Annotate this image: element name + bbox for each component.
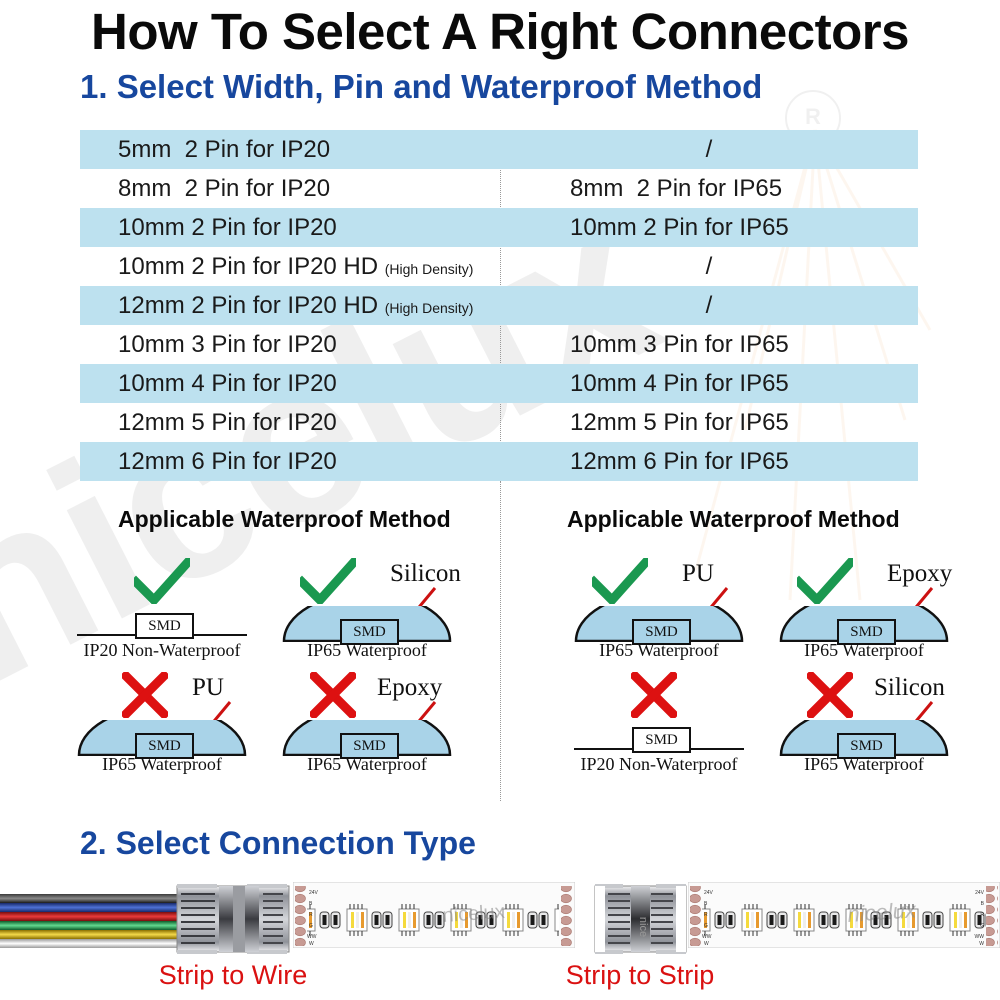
svg-text:R: R <box>309 912 313 918</box>
svg-text:R: R <box>980 912 984 918</box>
svg-text:WW: WW <box>702 934 712 940</box>
svg-text:WW: WW <box>975 934 985 940</box>
svg-text:24V: 24V <box>704 890 714 896</box>
svg-text:W: W <box>309 941 314 947</box>
svg-text:G: G <box>980 923 984 929</box>
svg-text:24V: 24V <box>309 890 319 896</box>
svg-text:W: W <box>704 941 709 947</box>
svg-text:nice: nice <box>637 917 649 937</box>
svg-text:nicelux: nicelux <box>847 897 918 927</box>
svg-text:G: G <box>704 923 708 929</box>
svg-text:G: G <box>309 923 313 929</box>
svg-text:nicelux: nicelux <box>442 901 506 927</box>
svg-text:R: R <box>704 912 708 918</box>
svg-text:24V: 24V <box>975 890 985 896</box>
svg-text:WW: WW <box>307 934 317 940</box>
svg-text:W: W <box>979 941 984 947</box>
